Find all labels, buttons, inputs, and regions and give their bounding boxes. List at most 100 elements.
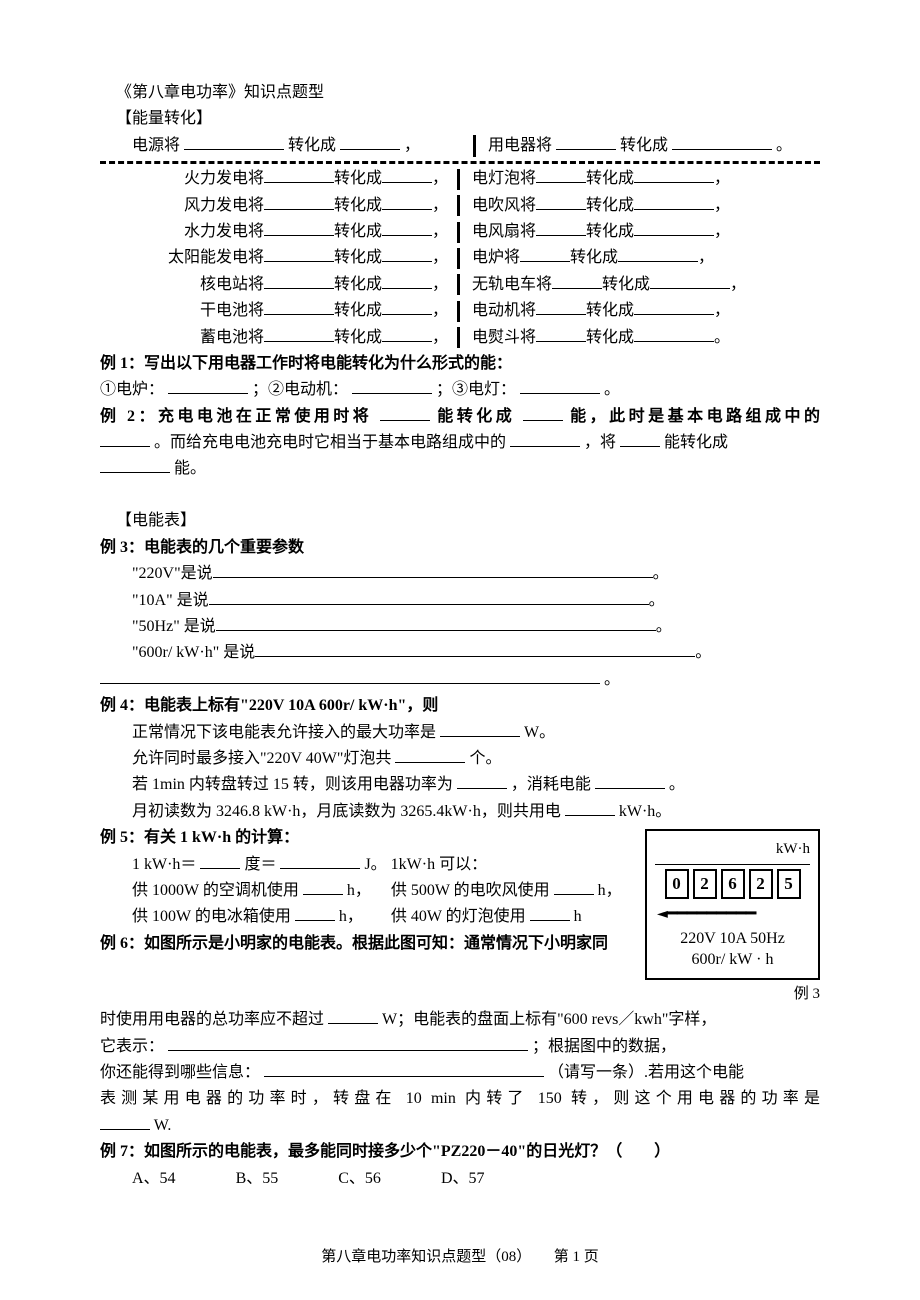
fill-blank[interactable] [672,133,772,150]
text: ，将 [584,434,616,451]
text: "220V" [132,565,181,582]
fill-blank[interactable] [382,166,432,183]
text: ， [432,276,448,293]
fill-blank[interactable] [100,430,150,447]
fill-blank[interactable] [264,298,334,315]
meter-spec-1: 220V 10A 50Hz [655,929,810,950]
fill-blank[interactable] [595,772,665,789]
text: ， [432,302,448,319]
fill-blank[interactable] [536,166,586,183]
text: h， [347,882,371,899]
example-2-line1: 例 2：充电电池在正常使用时将 能转化成 能，此时是基本电路组成中的 [100,404,820,430]
fill-blank[interactable] [634,166,714,183]
answer-option[interactable]: A、54 [132,1170,176,1187]
example-4-l4: 月初读数为 3246.8 kW·h，月底读数为 3265.4kW·h，则共用电 … [100,799,820,825]
fill-blank[interactable] [552,272,602,289]
fill-blank[interactable] [382,325,432,342]
example-3-list: "220V"是说。"10A" 是说。"50Hz" 是说。"600r/ kW·h"… [100,561,820,667]
text: 能转化成 [437,408,515,425]
fill-blank[interactable] [634,193,714,210]
fill-blank[interactable] [530,904,570,921]
fill-blank[interactable] [264,272,334,289]
fill-blank[interactable] [264,219,334,236]
fill-blank[interactable] [264,1060,544,1077]
fill-blank[interactable] [264,245,334,262]
fill-blank[interactable] [520,245,570,262]
fill-blank[interactable] [264,193,334,210]
meter-digit: 5 [777,869,801,899]
text: 干电池将 [200,302,264,319]
fill-blank[interactable] [457,772,507,789]
fill-blank[interactable] [556,133,616,150]
dashed-divider [100,161,820,164]
fill-blank[interactable] [213,561,653,578]
spacer [100,483,820,509]
text: 。 [649,592,665,609]
fill-blank[interactable] [634,298,714,315]
fill-blank[interactable] [100,667,600,684]
fill-blank[interactable] [382,219,432,236]
fill-blank[interactable] [328,1007,378,1024]
meter-digit: 0 [665,869,689,899]
answer-option[interactable]: D、57 [441,1170,485,1187]
fill-blank[interactable] [565,799,615,816]
text: W；电能表的盘面上标有"600 revs／kwh"字样， [382,1011,716,1028]
text: 转化成 [586,170,634,187]
fill-blank[interactable] [650,272,730,289]
text: 供 1000W 的空调机使用 [132,882,299,899]
fill-blank[interactable] [382,193,432,210]
text: 能。 [174,460,206,477]
fill-blank[interactable] [536,219,586,236]
fill-blank[interactable] [216,614,656,631]
fill-blank[interactable] [264,166,334,183]
meter-spec-2: 600r/ kW · h [655,950,810,971]
fill-blank[interactable] [200,852,240,869]
fill-blank[interactable] [184,133,284,150]
fill-blank[interactable] [382,272,432,289]
transform-row: 水力发电将转化成，电风扇将转化成， [100,219,820,245]
fill-blank[interactable] [510,430,580,447]
fill-blank[interactable] [634,325,714,342]
fill-blank[interactable] [295,904,335,921]
fill-blank[interactable] [620,430,660,447]
transform-row: 核电站将转化成，无轨电车将转化成， [100,272,820,298]
fill-blank[interactable] [554,878,594,895]
fill-blank[interactable] [303,878,343,895]
text: ；③电灯： [436,381,516,398]
fill-blank[interactable] [264,325,334,342]
fill-blank[interactable] [255,640,695,657]
fill-blank[interactable] [168,377,248,394]
fill-blank[interactable] [340,133,400,150]
fill-blank[interactable] [382,245,432,262]
section-heading-energy: 【能量转化】 [100,106,820,132]
fill-blank[interactable] [352,377,432,394]
fill-blank[interactable] [395,746,465,763]
fill-blank[interactable] [536,298,586,315]
example-7-title: 例 7：如图所示的电能表，最多能同时接多少个"PZ220－40"的日光灯？（ ） [100,1139,820,1165]
fill-blank[interactable] [380,404,430,421]
fill-blank[interactable] [100,456,170,473]
fill-blank[interactable] [382,298,432,315]
fill-blank[interactable] [536,325,586,342]
fill-blank[interactable] [618,245,698,262]
text: kW·h。 [619,803,671,820]
text: W. [154,1117,172,1134]
meter-unit-label: kW·h [655,837,810,865]
fill-blank[interactable] [168,1034,528,1051]
example-6-line3: 你还能得到哪些信息： （请写一条）.若用这个电能 [100,1060,820,1086]
fill-blank[interactable] [520,377,600,394]
text: 火力发电将 [184,170,264,187]
fill-blank[interactable] [634,219,714,236]
text: "10A" [132,592,173,609]
fill-blank[interactable] [100,1113,150,1130]
fill-blank[interactable] [536,193,586,210]
text: 转化成 [586,223,634,240]
answer-option[interactable]: B、55 [236,1170,279,1187]
fill-blank[interactable] [280,852,360,869]
fill-blank[interactable] [209,588,649,605]
example-4-l3: 若 1min 内转盘转过 15 转，则该用电器功率为 ，消耗电能 。 [100,772,820,798]
text: 转化成 [586,197,634,214]
fill-blank[interactable] [523,404,563,421]
fill-blank[interactable] [440,720,520,737]
answer-option[interactable]: C、56 [338,1170,381,1187]
